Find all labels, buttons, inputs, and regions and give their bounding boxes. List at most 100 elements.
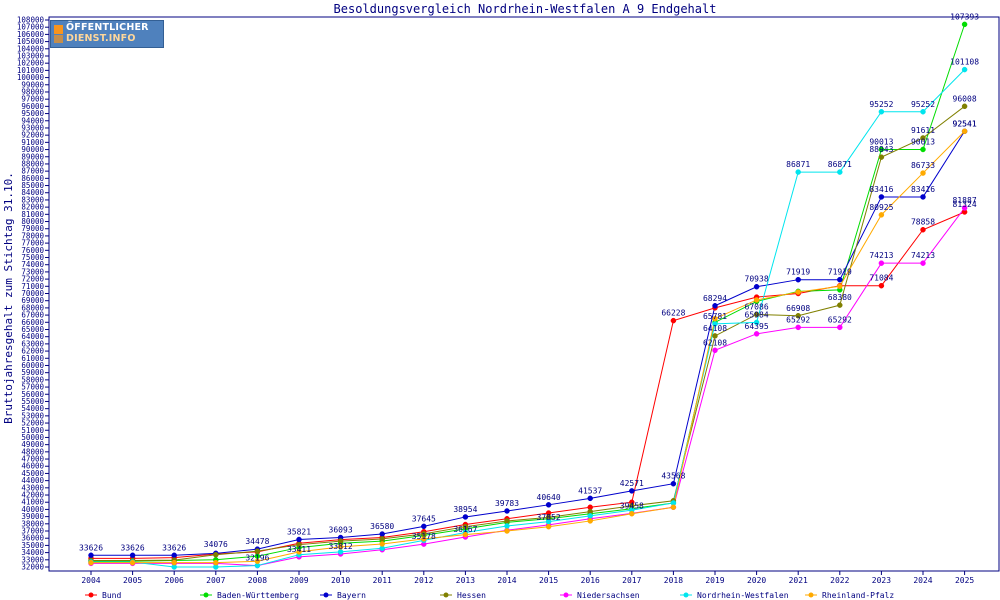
data-point (920, 146, 926, 153)
y-tick-label: 80000 (21, 217, 44, 226)
x-tick-label: 2015 (539, 576, 558, 585)
data-point (753, 283, 760, 290)
data-label: 39783 (495, 499, 519, 508)
data-label: 38954 (453, 505, 477, 514)
y-tick-label: 42000 (21, 491, 44, 500)
x-tick-label: 2019 (705, 576, 724, 585)
x-tick-label: 2008 (248, 576, 267, 585)
data-point (712, 315, 718, 322)
x-tick-label: 2012 (414, 576, 433, 585)
data-point (878, 109, 885, 115)
legend-swatch-marker (323, 592, 329, 598)
data-point (795, 313, 801, 319)
data-point (878, 282, 885, 289)
x-tick-label: 2017 (622, 576, 641, 585)
y-tick-label: 40000 (21, 505, 44, 514)
data-label: 35821 (287, 527, 311, 536)
y-tick-label: 61000 (21, 354, 44, 363)
data-label: 80925 (869, 203, 893, 212)
y-tick-label: 33000 (21, 555, 44, 564)
data-label: 90013 (911, 137, 935, 146)
y-tick-label: 82000 (21, 203, 44, 212)
site-logo: ÖFFENTLICHER DIENST.INFO (50, 20, 164, 48)
y-tick-label: 103000 (17, 51, 45, 60)
data-label: 33626 (162, 543, 186, 552)
y-tick-label: 59000 (21, 368, 44, 377)
y-tick-label: 62000 (21, 347, 44, 356)
y-tick-label: 53000 (21, 411, 44, 420)
legend-label: Hessen (457, 591, 486, 600)
data-point (504, 518, 510, 524)
data-point (712, 333, 718, 339)
y-tick-label: 75000 (21, 253, 44, 262)
y-tick-label: 95000 (21, 109, 44, 118)
logo-mark-icon (54, 35, 63, 43)
series-line (91, 130, 966, 556)
data-point (296, 549, 302, 555)
y-tick-label: 54000 (21, 404, 44, 413)
series-line (91, 69, 965, 568)
data-point (837, 276, 843, 283)
x-tick-label: 2016 (581, 576, 600, 585)
y-tick-label: 50000 (21, 433, 44, 442)
data-label: 83416 (869, 185, 893, 194)
data-label: 64108 (703, 324, 727, 333)
data-point (129, 552, 136, 559)
data-point (961, 205, 968, 211)
data-point (129, 559, 136, 566)
data-point (171, 552, 177, 559)
data-point (753, 311, 760, 318)
legend-label: Bayern (337, 591, 366, 600)
data-point (878, 146, 885, 153)
data-point (504, 528, 510, 534)
y-tick-label: 58000 (21, 375, 44, 384)
y-tick-label: 84000 (21, 188, 44, 197)
y-tick-label: 89000 (21, 152, 44, 161)
y-tick-label: 97000 (21, 95, 44, 104)
y-tick-label: 108000 (17, 16, 45, 25)
data-label: 37645 (412, 514, 436, 523)
y-tick-label: 63000 (21, 339, 44, 348)
data-point (712, 347, 718, 354)
legend-label: Nordrhein-Westfalen (697, 591, 789, 600)
y-axis: 3200033000340003500036000370003800039000… (17, 16, 49, 572)
data-point (920, 226, 926, 233)
data-label: 41537 (578, 486, 602, 495)
y-tick-label: 85000 (21, 181, 44, 190)
data-label: 78858 (911, 218, 935, 227)
data-label: 34478 (245, 537, 269, 546)
data-point (837, 324, 843, 331)
y-tick-label: 68000 (21, 303, 44, 312)
x-tick-label: 2023 (872, 576, 891, 585)
x-tick-label: 2010 (331, 576, 350, 585)
data-point (462, 514, 469, 520)
data-point (878, 194, 885, 200)
x-tick-label: 2018 (664, 576, 683, 585)
data-point (587, 513, 593, 519)
data-label: 71919 (828, 268, 852, 277)
data-label: 92541 (953, 119, 977, 128)
data-label: 95252 (911, 100, 935, 109)
y-tick-label: 94000 (21, 116, 44, 125)
y-tick-label: 49000 (21, 440, 44, 449)
x-tick-label: 2006 (165, 576, 184, 585)
logo-mark-icon (54, 25, 63, 34)
data-point (795, 289, 801, 295)
data-point (795, 276, 801, 283)
data-point (629, 488, 635, 494)
data-label: 37852 (537, 513, 561, 522)
data-point (504, 523, 510, 529)
data-point (587, 495, 593, 502)
data-label: 39458 (620, 501, 644, 510)
data-label: 68380 (828, 293, 852, 302)
legend-swatch-marker (88, 592, 94, 598)
y-tick-label: 36000 (21, 534, 44, 543)
data-label: 67086 (745, 302, 769, 311)
y-tick-label: 98000 (21, 87, 44, 96)
data-label: 65292 (828, 315, 852, 324)
data-point (712, 303, 718, 309)
data-label: 71084 (869, 274, 893, 283)
y-tick-label: 90000 (21, 145, 44, 154)
data-label: 95252 (869, 100, 893, 109)
